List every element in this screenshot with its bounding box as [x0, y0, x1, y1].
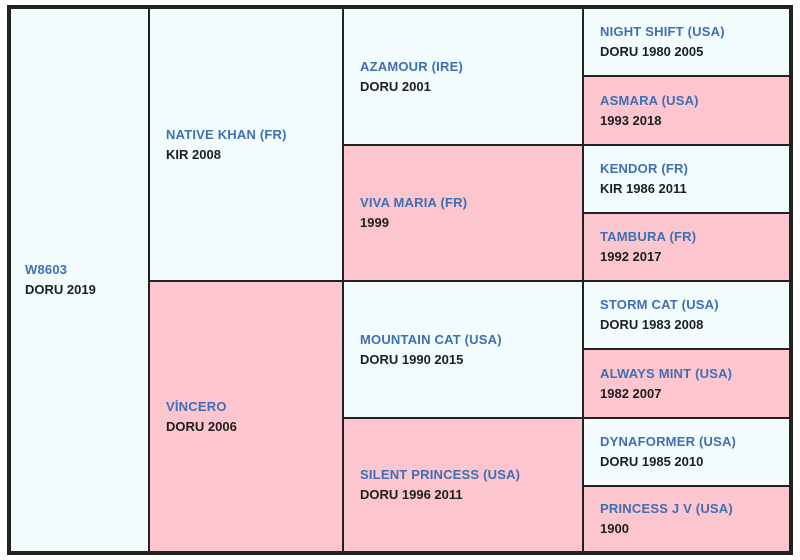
horse-name-link[interactable]: TAMBURA (FR) [600, 229, 697, 244]
horse-cell-sss: NIGHT SHIFT (USA) DORU 1980 2005 [582, 7, 791, 77]
horse-info: 1992 2017 [600, 249, 662, 264]
horse-info: 1982 2007 [600, 385, 662, 401]
horse-cell-sire-dam: VIVA MARIA (FR) 1999 [342, 144, 584, 282]
horse-cell-dds: DYNAFORMER (USA) DORU 1985 2010 [582, 417, 791, 487]
horse-cell-ddd: PRINCESS J V (USA) 1900 [582, 485, 791, 553]
horse-cell-subject: W8603 DORU 2019 [9, 7, 150, 553]
pedigree-table: W8603 DORU 2019 NATIVE KHAN (FR) KIR 200… [7, 5, 793, 555]
horse-name-link[interactable]: MOUNTAIN CAT (USA) [360, 331, 502, 347]
horse-info: DORU 1990 2015 [360, 351, 464, 367]
horse-info: 1999 [360, 215, 389, 230]
horse-cell-dsd: ALWAYS MINT (USA) 1982 2007 [582, 348, 791, 419]
horse-info: DORU 1983 2008 [600, 317, 704, 332]
horse-info: 1993 2018 [600, 112, 662, 128]
horse-info: DORU 1996 2011 [360, 487, 463, 502]
horse-info: KIR 1986 2011 [600, 181, 687, 196]
horse-cell-sire-sire: AZAMOUR (IRE) DORU 2001 [342, 7, 584, 146]
horse-name-link[interactable]: PRINCESS J V (USA) [600, 501, 733, 516]
horse-name-link[interactable]: VIVA MARIA (FR) [360, 195, 468, 210]
horse-name-link[interactable]: STORM CAT (USA) [600, 297, 719, 312]
horse-info: DORU 2019 [25, 282, 96, 297]
horse-info: DORU 2001 [360, 78, 431, 94]
horse-name-link[interactable]: W8603 [25, 262, 68, 277]
horse-name-link[interactable]: NATIVE KHAN (FR) [166, 126, 287, 142]
horse-info: 1900 [600, 521, 629, 536]
horse-cell-sire: NATIVE KHAN (FR) KIR 2008 [148, 7, 344, 282]
horse-name-link[interactable]: AZAMOUR (IRE) [360, 58, 463, 74]
horse-info: DORU 1985 2010 [600, 454, 704, 469]
horse-info: KIR 2008 [166, 146, 221, 162]
horse-name-link[interactable]: SILENT PRINCESS (USA) [360, 467, 521, 482]
horse-name-link[interactable]: ASMARA (USA) [600, 92, 699, 108]
horse-cell-sdd: TAMBURA (FR) 1992 2017 [582, 212, 791, 282]
horse-cell-dam-sire: MOUNTAIN CAT (USA) DORU 1990 2015 [342, 280, 584, 419]
horse-cell-dss: STORM CAT (USA) DORU 1983 2008 [582, 280, 791, 350]
horse-name-link[interactable]: DYNAFORMER (USA) [600, 434, 737, 449]
horse-cell-ssd: ASMARA (USA) 1993 2018 [582, 75, 791, 146]
horse-name-link[interactable]: KENDOR (FR) [600, 161, 689, 176]
horse-cell-dam-dam: SILENT PRINCESS (USA) DORU 1996 2011 [342, 417, 584, 553]
horse-info: DORU 1980 2005 [600, 44, 704, 59]
horse-name-link[interactable]: ALWAYS MINT (USA) [600, 365, 733, 381]
horse-name-link[interactable]: VİNCERO [166, 398, 227, 414]
horse-cell-dam: VİNCERO DORU 2006 [148, 280, 344, 553]
horse-info: DORU 2006 [166, 418, 237, 434]
horse-name-link[interactable]: NIGHT SHIFT (USA) [600, 24, 725, 39]
horse-cell-sds: KENDOR (FR) KIR 1986 2011 [582, 144, 791, 214]
